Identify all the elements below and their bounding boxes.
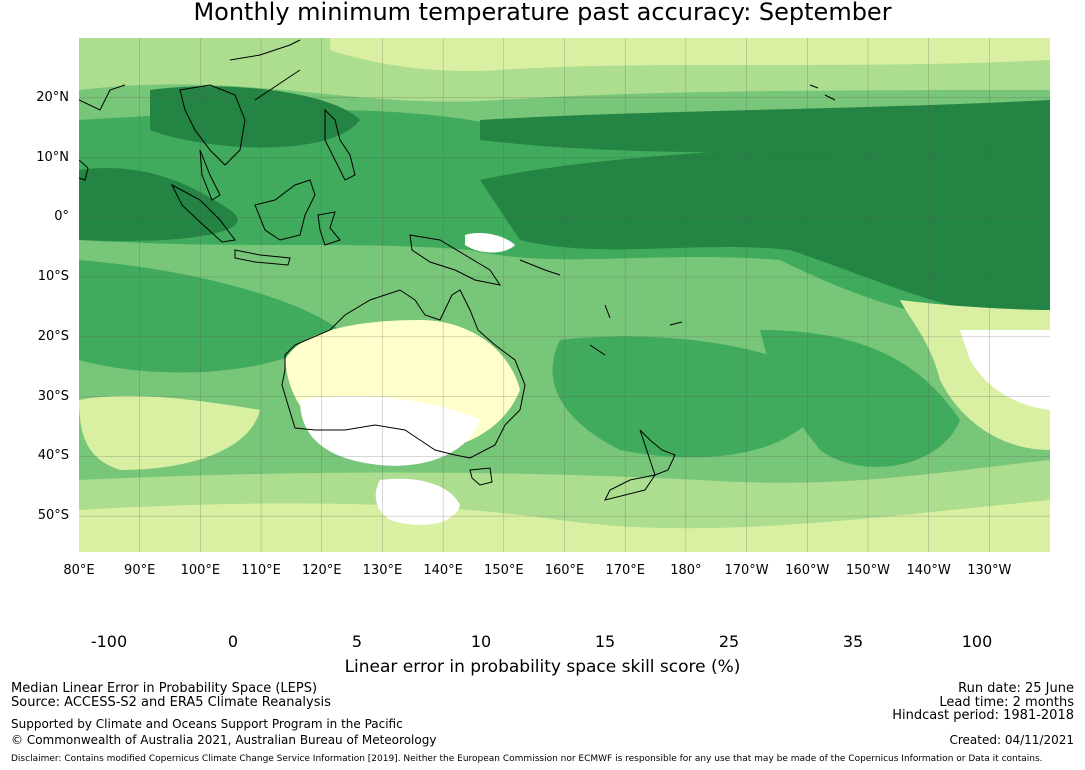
australia-coastline <box>281 289 526 459</box>
footer-hindcast-period: Hindcast period: 1981-2018 <box>892 708 1074 723</box>
latitude-label: 10°S <box>37 269 69 285</box>
latitude-label: 50°S <box>37 508 69 524</box>
solomon-islands-coastline <box>519 259 561 276</box>
new-zealand-north-coastline <box>639 429 676 476</box>
great-australian-bight-no-skill <box>375 478 460 525</box>
new-zealand-south-coastline <box>604 474 657 501</box>
australia-south-no-skill <box>300 396 480 466</box>
colorbar-tick-label: 35 <box>842 632 864 651</box>
footer-run-date: Run date: 25 June <box>958 681 1074 696</box>
colorbar-tick-label: 25 <box>718 632 740 651</box>
india-coastline <box>79 84 126 111</box>
latitude-label: 30°S <box>37 388 69 404</box>
borneo-coastline <box>254 179 316 241</box>
longitude-label: 100°E <box>180 563 221 578</box>
latitude-label: 20°S <box>37 328 69 344</box>
north-subtropic-lowest-skill <box>330 38 1050 71</box>
colorbar-tick-label: 15 <box>594 632 616 651</box>
latitude-label: 0° <box>54 209 69 225</box>
latitude-label: 40°S <box>37 448 69 464</box>
china-coastline <box>229 39 301 101</box>
south-tropical-high-skill <box>79 260 340 373</box>
colorbar-label: Linear error in probability space skill … <box>344 657 741 677</box>
longitude-label: 130°E <box>362 563 403 578</box>
longitude-label: 140°W <box>906 563 951 578</box>
skill-map <box>79 38 1050 552</box>
sri-lanka-coastline <box>79 159 89 181</box>
north-pacific-highest-skill <box>480 100 1050 153</box>
longitude-label: 180° <box>670 563 702 578</box>
latitude-label: 20°N <box>36 89 69 105</box>
indian-ocean-highest-skill <box>79 168 238 241</box>
latitude-label: 10°N <box>36 149 69 165</box>
footer-lead-time: Lead time: 2 months <box>939 695 1074 710</box>
coral-sea-no-skill <box>465 233 515 253</box>
longitude-label: 160°W <box>785 563 830 578</box>
sulawesi-coastline <box>317 211 341 246</box>
java-coastline <box>234 249 291 266</box>
longitude-label: 90°E <box>124 563 156 578</box>
footer-left-line4: © Commonwealth of Australia 2021, Austra… <box>11 733 437 747</box>
new-caledonia-coastline <box>589 344 606 356</box>
longitude-label: 160°E <box>544 563 585 578</box>
longitude-label: 150°E <box>484 563 524 578</box>
southeast-pacific-high-skill <box>760 330 960 467</box>
colorbar-tick-label: 100 <box>961 632 993 651</box>
gridlines <box>79 38 1050 552</box>
philippines-high-skill <box>150 86 360 148</box>
longitude-label: 170°E <box>605 563 645 578</box>
colorbar-tick-label: 0 <box>227 632 239 651</box>
footer-created-date: Created: 04/11/2021 <box>949 733 1074 747</box>
vanuatu-coastline <box>604 304 611 319</box>
coastlines <box>79 39 836 501</box>
colorbar-tick-label: -100 <box>90 632 128 651</box>
longitude-label: 130°W <box>967 563 1012 578</box>
sumatra-coastline <box>170 183 236 243</box>
colorbar-tick-label: 5 <box>351 632 363 651</box>
tasman-high-skill <box>552 336 830 458</box>
longitude-label: 110°E <box>241 563 281 578</box>
indochina-coastline <box>179 84 246 166</box>
longitude-label: 120°E <box>301 563 342 578</box>
disclaimer: Disclaimer: Contains modified Copernicus… <box>11 754 1043 764</box>
colorbar-tick-label: 10 <box>470 632 492 651</box>
philippines-coastline <box>324 108 356 181</box>
tasmania-coastline <box>469 467 493 486</box>
southeast-pacific-no-skill <box>960 330 1050 410</box>
new-guinea-coastline <box>409 234 502 286</box>
footer-left-line1: Median Linear Error in Probability Space… <box>11 681 318 696</box>
map-title: Monthly minimum temperature past accurac… <box>193 0 892 26</box>
fiji-coastline <box>669 321 683 326</box>
longitude-label: 80°E <box>63 563 95 578</box>
longitude-label: 170°W <box>724 563 769 578</box>
footer-left-line3: Supported by Climate and Oceans Support … <box>11 717 403 731</box>
malay-peninsula-coastline <box>199 149 221 201</box>
hawaii-coastline <box>809 84 836 101</box>
longitude-label: 150°W <box>845 563 891 578</box>
footer-left-line2: Source: ACCESS-S2 and ERA5 Climate Reana… <box>11 695 331 710</box>
central-pacific-highest-skill <box>480 130 1050 320</box>
indian-ocean-low-skill <box>79 395 260 470</box>
longitude-label: 140°E <box>423 563 463 578</box>
